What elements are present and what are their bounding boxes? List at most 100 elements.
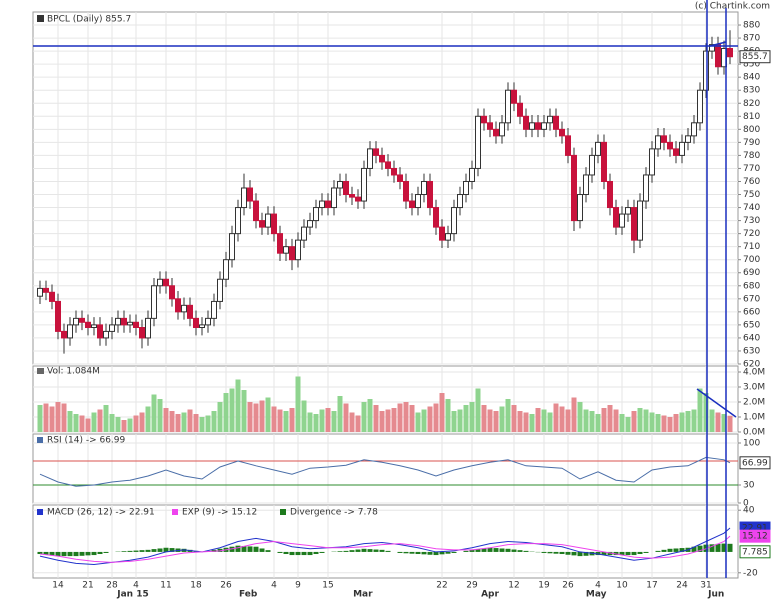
divergence-bar	[721, 543, 727, 552]
candle-body	[547, 115, 553, 124]
divergence-bar	[121, 551, 127, 552]
volume-bar	[451, 411, 457, 432]
divergence-bar	[553, 551, 559, 554]
volume-bar	[241, 390, 247, 432]
candle-body	[217, 278, 223, 302]
exp-icon	[172, 509, 178, 515]
x-tick-label: 22	[436, 581, 447, 591]
x-tick-label: 26	[220, 581, 232, 591]
y-tick-label: 640	[743, 333, 760, 343]
volume-bar	[307, 412, 313, 432]
macd-legend: MACD (26, 12) -> 22.91	[47, 508, 155, 518]
rsi-icon	[37, 437, 43, 443]
divergence-bar	[679, 548, 685, 552]
divergence-bar	[667, 548, 673, 552]
divergence-bar	[151, 549, 157, 552]
candle-body	[301, 226, 307, 241]
candle-body	[241, 187, 247, 209]
divergence-bar	[91, 551, 97, 556]
volume-bar	[607, 405, 613, 432]
x-tick-label: 24	[676, 581, 688, 591]
y-tick-label: 680	[743, 281, 760, 291]
divergence-bar	[691, 546, 697, 552]
divergence-bar	[97, 551, 103, 555]
divergence-bar	[355, 549, 361, 552]
candle-body	[337, 180, 343, 189]
volume-bar	[127, 418, 133, 432]
candle-body	[697, 89, 703, 124]
divergence-bar	[475, 549, 481, 552]
candle-body	[493, 128, 499, 137]
x-tick-label: 18	[190, 581, 202, 591]
candle-body	[289, 246, 295, 261]
divergence-bar	[493, 548, 499, 552]
y-tick-label: 770	[743, 164, 760, 174]
candle-body	[667, 141, 673, 150]
candle-body	[67, 324, 73, 339]
y-tick-label: 850	[743, 60, 760, 70]
candle-body	[187, 304, 193, 319]
volume-bar	[193, 414, 199, 432]
volume-bar	[637, 408, 643, 432]
divergence-bar	[145, 549, 151, 552]
volume-bar	[403, 402, 409, 432]
volume-bar	[391, 408, 397, 432]
candle-body	[553, 115, 559, 130]
candle-body	[727, 48, 733, 58]
panel-frame	[32, 504, 739, 579]
volume-bar	[655, 414, 661, 432]
divergence-bar	[661, 549, 667, 552]
volume-bar	[337, 396, 343, 432]
candle-body	[523, 115, 529, 130]
candle-body	[529, 122, 535, 130]
divergence-bar	[337, 551, 343, 552]
candle-body	[703, 50, 709, 91]
volume-bar	[685, 411, 691, 432]
month-label: May	[586, 590, 607, 600]
volume-bar	[367, 399, 373, 432]
divergence-bar	[577, 551, 583, 557]
volume-bar	[301, 400, 307, 432]
volume-bar	[475, 388, 481, 432]
volume-bar	[67, 411, 73, 432]
y-tick-label: 830	[743, 86, 760, 96]
divergence-bar	[463, 550, 469, 552]
month-label: Jun	[707, 590, 724, 600]
y-tick-label: 810	[743, 112, 760, 122]
candle-body	[169, 285, 175, 300]
value-box	[739, 529, 771, 543]
divergence-bar	[631, 551, 637, 556]
volume-bar	[433, 403, 439, 432]
candle-body	[97, 324, 103, 339]
divergence-bar	[415, 551, 421, 555]
volume-bar	[175, 414, 181, 432]
volume-bar	[697, 388, 703, 432]
value-label: 15.12	[742, 532, 768, 542]
volume-bar	[661, 415, 667, 432]
y-tick-label: 630	[743, 346, 760, 356]
candle-body	[367, 148, 373, 169]
candle-body	[457, 194, 463, 209]
divergence-bar	[505, 548, 511, 552]
volume-bar	[325, 408, 331, 432]
divergence-bar	[103, 551, 109, 553]
candle-body	[427, 180, 433, 209]
divergence-bar	[157, 548, 163, 552]
candle-body	[643, 174, 649, 202]
candle-body	[115, 317, 121, 326]
volume-bar	[283, 411, 289, 432]
volume-bar	[43, 403, 49, 432]
y-tick-label: 0.0M	[743, 428, 765, 438]
candle-body	[307, 220, 313, 228]
candle-body	[709, 44, 715, 52]
divergence-bar	[427, 551, 433, 555]
candle-body	[499, 122, 505, 137]
x-tick-label: 14	[52, 581, 64, 591]
candle-body	[475, 115, 481, 169]
divergence-bar	[643, 551, 649, 553]
candle-body	[649, 148, 655, 176]
divergence-bar	[265, 550, 271, 552]
y-tick-label: 690	[743, 268, 760, 278]
title-icon	[37, 15, 44, 22]
